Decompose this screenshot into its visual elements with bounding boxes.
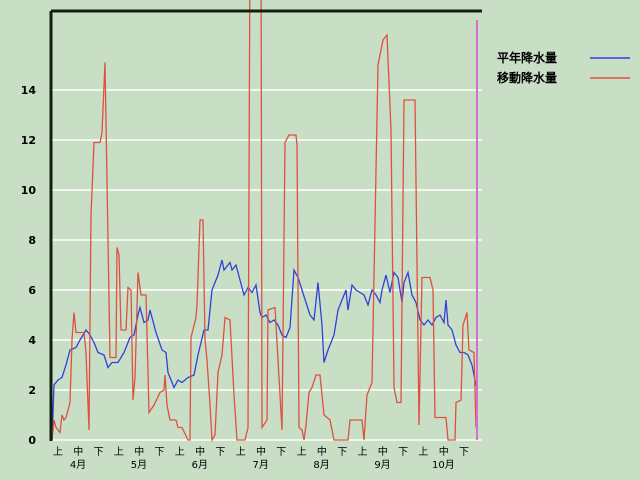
y-tick-label: 10 <box>21 184 37 197</box>
y-tick-label: 0 <box>28 434 36 447</box>
x-dekad-label: 上 <box>175 446 185 458</box>
x-dekad-label: 中 <box>134 445 144 458</box>
x-dekad-label: 下 <box>276 447 286 458</box>
y-axis-ticks: 0 2 4 6 8 10 12 14 <box>21 84 37 447</box>
y-tick-label: 2 <box>28 384 36 397</box>
x-dekad-label: 下 <box>337 447 347 458</box>
x-dekad-label: 上 <box>297 446 307 458</box>
legend-label: 移動降水量 <box>497 70 557 85</box>
x-dekad-label: 下 <box>215 447 225 458</box>
x-dekad-label: 下 <box>398 447 408 458</box>
x-dekad-label: 下 <box>155 447 165 458</box>
x-dekad-label: 下 <box>459 447 469 458</box>
x-month-label: 6月 <box>192 459 208 471</box>
x-month-label: 5月 <box>131 459 147 471</box>
series-line-0 <box>52 259 479 441</box>
x-month-label: 9月 <box>374 459 390 471</box>
x-axis-ticks: 上中下上中下上中下上中下上中下上中下上中下4月 5月 6月 7月 8月 9月 10月 <box>53 445 469 471</box>
x-month-label: 7月 <box>253 459 269 471</box>
series-lines <box>52 0 479 442</box>
x-dekad-label: 中 <box>73 445 83 458</box>
series-line-1 <box>52 0 477 442</box>
x-dekad-label: 上 <box>114 446 124 458</box>
x-dekad-label: 中 <box>317 445 327 458</box>
y-tick-label: 14 <box>21 84 37 97</box>
x-dekad-label: 上 <box>358 446 368 458</box>
x-dekad-label: 上 <box>418 446 428 458</box>
x-dekad-label: 中 <box>195 445 205 458</box>
x-dekad-label: 上 <box>236 446 246 458</box>
x-dekad-label: 上 <box>53 446 63 458</box>
x-dekad-label: 下 <box>94 447 104 458</box>
y-tick-label: 8 <box>28 234 36 247</box>
x-dekad-label: 中 <box>256 445 266 458</box>
x-dekad-label: 中 <box>439 445 449 458</box>
legend-label: 平年降水量 <box>497 50 557 65</box>
y-tick-label: 4 <box>28 334 36 347</box>
y-tick-label: 6 <box>28 284 36 297</box>
gridlines <box>52 89 482 441</box>
y-tick-label: 12 <box>21 134 36 147</box>
x-month-label: 4月 <box>70 459 86 471</box>
x-month-label: 10月 <box>432 459 455 471</box>
x-month-label: 8月 <box>313 459 329 471</box>
x-dekad-label: 中 <box>378 445 388 458</box>
